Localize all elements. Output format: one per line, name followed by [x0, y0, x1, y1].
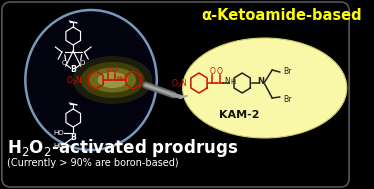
Text: KAM-2: KAM-2 — [219, 110, 260, 120]
Text: Br: Br — [283, 67, 292, 77]
Text: α-Ketoamide-based: α-Ketoamide-based — [201, 8, 362, 22]
Text: N: N — [117, 76, 122, 82]
Text: O: O — [112, 67, 117, 73]
Text: H: H — [119, 76, 125, 82]
Ellipse shape — [183, 38, 347, 138]
Text: O$_2$N: O$_2$N — [66, 75, 83, 87]
Ellipse shape — [98, 72, 128, 88]
Text: HO: HO — [53, 143, 64, 149]
Text: O: O — [61, 60, 67, 66]
Text: H$_2$O$_2$-activated prodrugs: H$_2$O$_2$-activated prodrugs — [7, 137, 238, 159]
Text: N: N — [224, 77, 230, 87]
Text: N: N — [257, 77, 264, 87]
Text: B: B — [70, 66, 76, 74]
Text: (Currently > 90% are boron-based): (Currently > 90% are boron-based) — [7, 158, 178, 168]
Text: O$_2$N: O$_2$N — [171, 78, 188, 90]
Circle shape — [25, 10, 157, 150]
Ellipse shape — [81, 62, 144, 98]
FancyBboxPatch shape — [2, 2, 349, 187]
Text: O: O — [217, 67, 223, 77]
Text: Br: Br — [283, 94, 292, 104]
Text: H: H — [230, 79, 235, 85]
Text: HO: HO — [54, 130, 64, 136]
Text: O: O — [80, 60, 85, 66]
Text: B: B — [70, 132, 76, 142]
Ellipse shape — [73, 56, 153, 104]
Text: O: O — [105, 67, 111, 73]
Ellipse shape — [89, 67, 136, 92]
Text: O: O — [209, 67, 215, 77]
